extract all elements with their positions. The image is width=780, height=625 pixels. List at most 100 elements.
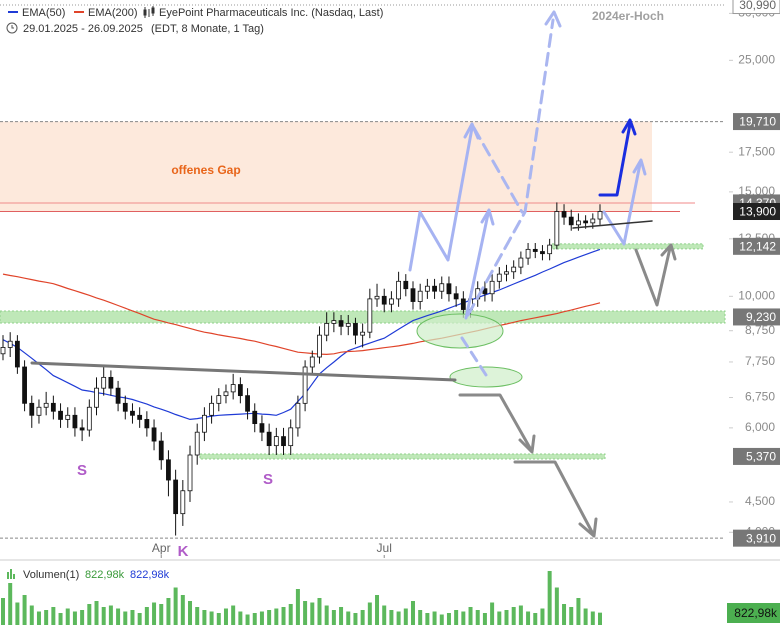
candle-body bbox=[511, 266, 517, 273]
volume-bar bbox=[94, 601, 99, 625]
candle-body bbox=[302, 366, 308, 404]
volume-bar bbox=[116, 608, 121, 625]
arrow bbox=[458, 393, 532, 450]
candle-body bbox=[137, 414, 143, 420]
arrowhead bbox=[578, 517, 598, 538]
candle-body bbox=[0, 347, 6, 355]
candle-body bbox=[504, 271, 509, 275]
candle-body bbox=[540, 251, 545, 255]
volume-bar bbox=[353, 613, 358, 625]
candle-body bbox=[597, 211, 603, 220]
clock-icon bbox=[6, 22, 18, 34]
candle-body bbox=[554, 211, 560, 246]
volume-bar bbox=[590, 611, 595, 625]
volume-bar bbox=[195, 607, 200, 625]
volume-bar bbox=[425, 613, 430, 625]
volume-bar bbox=[87, 604, 92, 625]
volume-bar bbox=[252, 613, 257, 625]
volume-bar bbox=[461, 611, 466, 625]
volume-bar bbox=[490, 602, 495, 625]
volume-bar bbox=[130, 610, 135, 625]
candle-body bbox=[115, 387, 121, 404]
x-tick-label: Apr bbox=[152, 541, 171, 555]
ema-line bbox=[2, 248, 601, 421]
candle-body bbox=[166, 459, 171, 481]
y-tick-label: 10,000 bbox=[738, 288, 775, 302]
candle-body bbox=[338, 320, 344, 327]
annotation: S bbox=[77, 462, 87, 479]
gap-zone bbox=[0, 121, 652, 212]
candle-body bbox=[381, 295, 387, 305]
candle-body bbox=[281, 436, 286, 447]
volume-bar bbox=[468, 607, 473, 625]
volume-bar bbox=[446, 613, 451, 625]
candle-body bbox=[288, 427, 294, 447]
volume-bar bbox=[101, 607, 106, 625]
candle-body bbox=[590, 218, 596, 224]
candle-body bbox=[29, 402, 35, 416]
candle-body bbox=[245, 395, 250, 412]
volume-icon bbox=[7, 569, 15, 579]
candle-body bbox=[295, 402, 301, 429]
candle-body bbox=[230, 384, 236, 393]
level-label-box bbox=[733, 113, 780, 131]
candle-body bbox=[367, 298, 373, 333]
volume-bar bbox=[29, 605, 34, 625]
ellipse bbox=[416, 313, 504, 349]
candle-body bbox=[79, 427, 85, 431]
volume-bar bbox=[375, 595, 380, 625]
volume-bar bbox=[15, 602, 20, 625]
volume-bar bbox=[346, 611, 351, 625]
candle-body bbox=[453, 293, 459, 300]
clock-hand bbox=[11, 25, 14, 29]
level-label-box bbox=[732, 0, 780, 15]
volume-bar bbox=[389, 610, 394, 625]
candle-body bbox=[561, 211, 567, 218]
volume-bar bbox=[22, 595, 27, 625]
volume-bar bbox=[418, 610, 423, 625]
candle-body bbox=[410, 288, 416, 302]
candle-body bbox=[122, 402, 128, 412]
candle-body bbox=[108, 376, 114, 389]
volume-bar bbox=[65, 608, 70, 625]
candle-body bbox=[576, 220, 581, 226]
candle-body bbox=[86, 406, 92, 431]
arrowhead bbox=[660, 243, 677, 261]
support-zone bbox=[0, 310, 726, 324]
volume-bar bbox=[108, 605, 113, 625]
volume-bar bbox=[583, 608, 588, 625]
volume-bar bbox=[439, 614, 444, 625]
candle-body bbox=[489, 280, 495, 295]
candle-body bbox=[180, 490, 186, 515]
candle-body bbox=[439, 283, 445, 292]
candle-body bbox=[360, 331, 366, 336]
annotation: 2024er-Hoch bbox=[592, 9, 664, 23]
volume-bar bbox=[497, 611, 502, 625]
volume-bar bbox=[44, 610, 49, 625]
date-note: (EDT, 8 Monate, 1 Tag) bbox=[151, 23, 264, 35]
volume-bar bbox=[159, 604, 164, 625]
volume-bar bbox=[245, 614, 250, 625]
volume-bar bbox=[36, 611, 41, 625]
volume-bar bbox=[72, 611, 77, 625]
volume-bar bbox=[259, 611, 264, 625]
candle-body bbox=[317, 334, 322, 358]
volume-bar bbox=[281, 607, 286, 625]
candle-body bbox=[446, 283, 452, 295]
y-tick-label: 25,000 bbox=[738, 53, 775, 67]
volume-bar bbox=[518, 605, 523, 625]
volume-bar bbox=[1, 598, 5, 625]
trend-line bbox=[572, 220, 653, 229]
volume-bar bbox=[533, 613, 538, 625]
volume-bar bbox=[475, 610, 480, 625]
volume-legend: Volumen(1) bbox=[23, 569, 79, 581]
volume-bar bbox=[303, 601, 308, 625]
gap-label: offenes Gap bbox=[171, 163, 240, 177]
volume-bar bbox=[152, 602, 157, 625]
arrow bbox=[513, 460, 594, 534]
volume-bar bbox=[223, 608, 228, 625]
volume-bar bbox=[51, 607, 56, 625]
volume-bar bbox=[454, 610, 459, 625]
volume-bar bbox=[598, 612, 602, 625]
